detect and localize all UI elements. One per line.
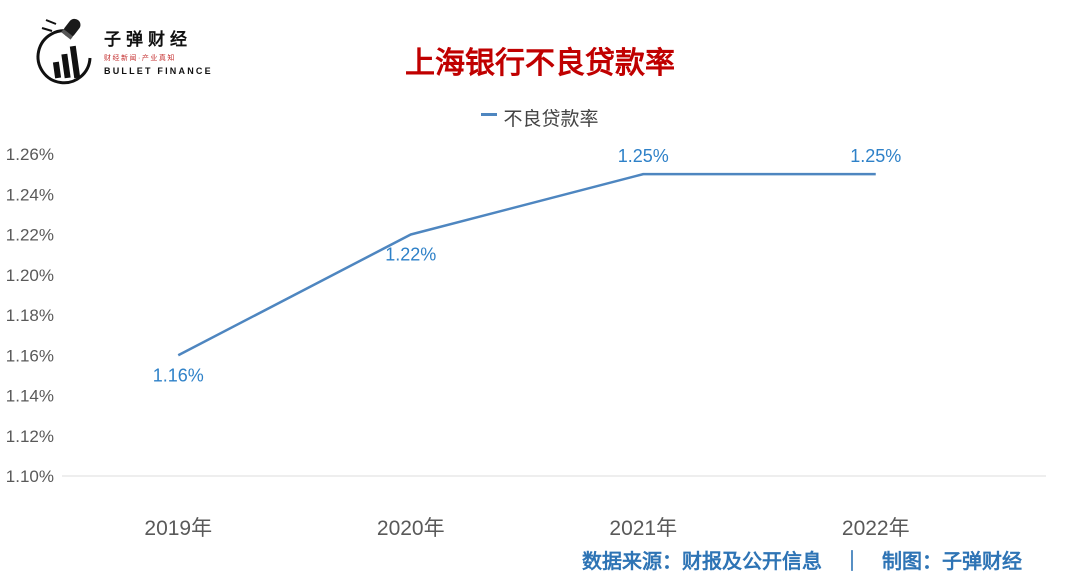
- svg-text:1.18%: 1.18%: [6, 306, 54, 325]
- svg-text:1.22%: 1.22%: [6, 226, 54, 245]
- logo-name-cn: 子弹财经: [104, 30, 192, 50]
- svg-text:2022年: 2022年: [842, 517, 910, 540]
- page-title: 上海银行不良贷款率: [405, 47, 675, 80]
- legend-line-marker: [481, 113, 498, 116]
- bullet-finance-logo: 子弹财经 财经新闻·产业真知 BULLET FINANCE: [32, 10, 213, 96]
- svg-text:1.12%: 1.12%: [6, 427, 54, 446]
- bullet-icon: [61, 18, 81, 40]
- svg-text:1.26%: 1.26%: [6, 145, 54, 164]
- svg-text:2019年: 2019年: [144, 517, 212, 540]
- logo-slogan: 财经新闻·产业真知: [104, 54, 176, 62]
- chart-legend: 不良贷款率: [0, 104, 1080, 131]
- svg-text:1.25%: 1.25%: [850, 146, 901, 166]
- line-chart-svg: 1.26% 1.24% 1.22% 1.20% 1.18% 1.16% 1.14% 1.12%…: [6, 145, 1046, 540]
- svg-text:1.14%: 1.14%: [6, 387, 54, 406]
- svg-text:1.16%: 1.16%: [153, 365, 204, 385]
- svg-text:2021年: 2021年: [609, 517, 677, 540]
- logo-name-en: BULLET FINANCE: [104, 65, 213, 76]
- legend-label: 不良贷款率: [503, 109, 599, 130]
- svg-text:2020年: 2020年: [377, 517, 445, 540]
- line-chart: 1.26% 1.24% 1.22% 1.20% 1.18% 1.16% 1.14% 1.12%…: [0, 128, 1080, 548]
- svg-text:1.25%: 1.25%: [618, 146, 669, 166]
- logo-text: 子弹财经 财经新闻·产业真知 BULLET FINANCE: [104, 30, 213, 75]
- bullet-chart-icon: [36, 18, 92, 85]
- svg-text:1.16%: 1.16%: [6, 346, 54, 365]
- svg-text:1.24%: 1.24%: [6, 185, 54, 204]
- svg-text:1.20%: 1.20%: [6, 266, 54, 285]
- svg-text:1.22%: 1.22%: [385, 245, 436, 265]
- data-source: 数据来源：财报及公开信息 ｜ 制图：子弹财经: [582, 551, 1022, 573]
- svg-text:1.10%: 1.10%: [6, 467, 54, 486]
